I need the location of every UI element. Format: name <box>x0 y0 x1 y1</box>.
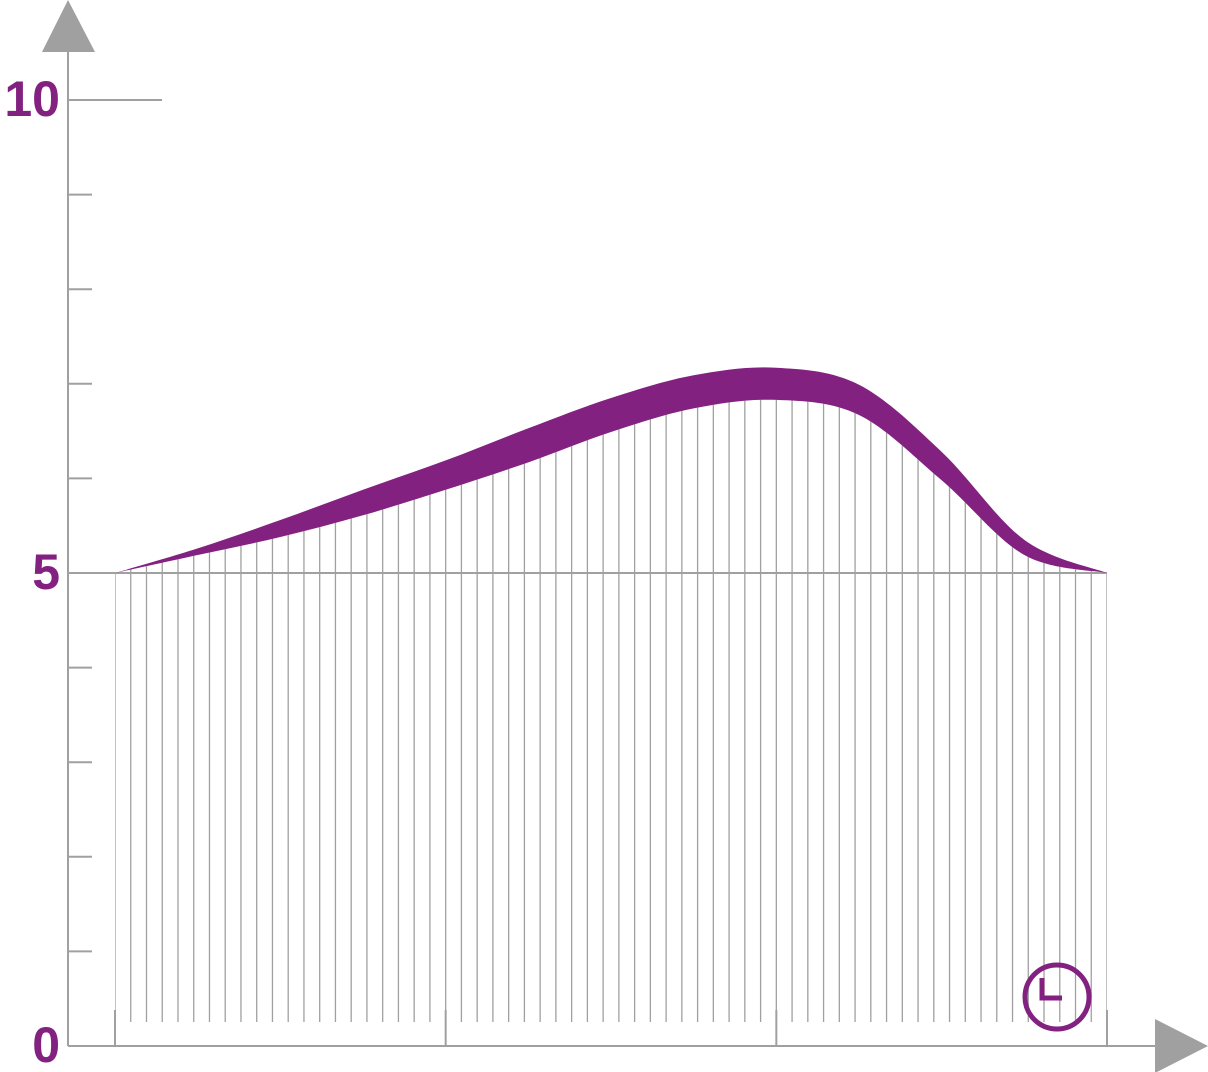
y-tick-label: 10 <box>4 71 60 127</box>
y-tick-label: 5 <box>32 544 60 600</box>
band <box>115 367 1107 573</box>
hatching <box>115 399 1107 1022</box>
x-axis-arrow <box>1155 1019 1208 1072</box>
clock-icon <box>1022 962 1092 1032</box>
y-axis-arrow <box>42 0 95 52</box>
y-tick-label: 0 <box>32 1017 60 1072</box>
